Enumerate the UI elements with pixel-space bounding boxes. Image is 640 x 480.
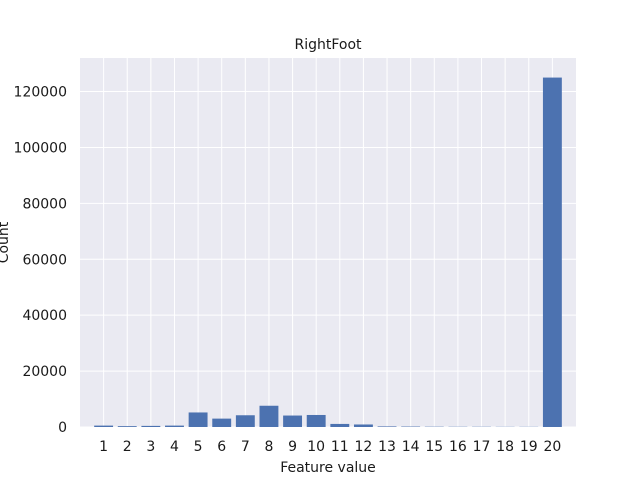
- bar: [235, 415, 255, 427]
- bar: [141, 425, 161, 427]
- bar: [117, 426, 137, 427]
- x-tick-label: 14: [402, 439, 420, 455]
- x-ticks: 1 2 3 4 5 6 7 8 9 10 11 12 13 14 15 16 17 18 19 20: [99, 439, 561, 455]
- x-tick-label: 16: [449, 439, 467, 455]
- plot-area: [80, 58, 576, 427]
- bar: [165, 425, 184, 427]
- y-axis-label: Count: [0, 221, 12, 263]
- x-tick-label: 1: [99, 439, 108, 455]
- y-tick-label: 20000: [22, 364, 67, 380]
- x-tick-label: 17: [473, 439, 491, 455]
- x-tick-label: 6: [217, 439, 226, 455]
- x-tick-label: 18: [496, 439, 514, 455]
- bar: [259, 405, 279, 427]
- x-tick-label: 4: [170, 439, 179, 455]
- bar: [377, 426, 397, 427]
- y-tick-label: 60000: [22, 252, 67, 268]
- x-tick-label: 7: [241, 439, 250, 455]
- x-tick-label: 5: [194, 439, 203, 455]
- grid: [80, 58, 576, 428]
- bar: [283, 415, 303, 427]
- x-tick-label: 13: [378, 439, 396, 455]
- x-tick-label: 3: [146, 439, 155, 455]
- y-tick-label: 80000: [22, 196, 67, 212]
- x-tick-label: 20: [543, 439, 561, 455]
- chart-title: RightFoot: [294, 37, 362, 53]
- x-tick-label: 11: [331, 439, 349, 455]
- x-axis-label: Feature value: [280, 460, 376, 476]
- y-tick-label: 0: [58, 420, 67, 436]
- y-ticks: 0 20000 40000 60000 80000 100000 120000: [14, 85, 67, 436]
- x-tick-label: 2: [123, 439, 132, 455]
- bar: [353, 424, 373, 427]
- y-tick-label: 100000: [14, 140, 67, 156]
- x-tick-label: 15: [425, 439, 443, 455]
- x-tick-label: 8: [264, 439, 273, 455]
- bar: [330, 423, 350, 427]
- y-tick-label: 40000: [22, 308, 67, 324]
- x-tick-label: 10: [307, 439, 325, 455]
- bars: [94, 77, 562, 428]
- x-tick-label: 9: [288, 439, 297, 455]
- y-tick-label: 120000: [14, 85, 67, 101]
- x-tick-label: 19: [520, 439, 538, 455]
- bar: [306, 414, 326, 427]
- bar: [94, 425, 114, 427]
- bar: [188, 412, 208, 427]
- x-tick-label: 12: [355, 439, 373, 455]
- bar: [542, 77, 562, 428]
- bar: [212, 418, 232, 427]
